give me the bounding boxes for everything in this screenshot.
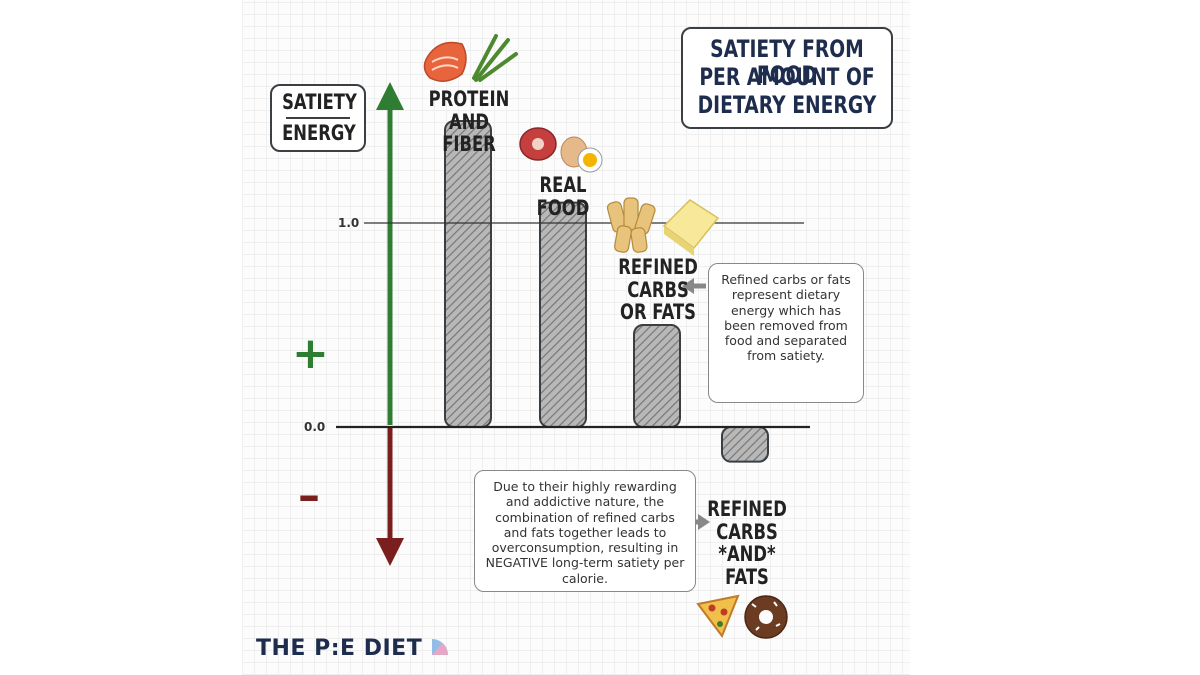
y-axis-label-numerator: SATIETY [282,90,357,114]
annotation-refined-carbs-or-fats: Refined carbs or fats represent dietary … [708,263,864,403]
category-label-real-food: REAL FOOD [520,174,606,219]
y-axis-label-denominator: ENERGY [282,121,356,145]
asparagus-icon [472,34,518,82]
category-label-line: CARBS [627,277,689,302]
pizza-icon [696,594,740,639]
bar-3 [721,426,769,463]
category-label-line: REFINED [707,497,787,521]
chart-title-line-2: PER AMOUNT OF [699,63,875,91]
positive-sign: + [292,328,329,379]
butter-icon [662,199,720,256]
negative-sign: – [298,470,320,521]
category-label-line: AND [449,109,489,134]
donut-icon [744,595,788,639]
chart-title-box: SATIETY FROM FOOD PER AMOUNT OF DIETARY … [681,27,893,129]
steak-icon [519,127,557,161]
brand-wedge-icon [432,639,449,655]
pasta-icon [606,197,656,253]
category-label-line: *AND* [718,542,776,567]
note-pointer-arrow-1 [682,278,706,294]
bar-2 [633,324,681,428]
chart-title-line-3: DIETARY ENERGY [697,91,877,119]
category-label-line: REFINED [618,255,698,279]
egg-icon [560,136,603,173]
category-label-refined-carbs-and-fats: REFINED CARBS *AND* FATS [698,498,796,589]
category-label-line: REAL [539,173,587,197]
category-label-line: FOOD [536,195,590,220]
category-label-line: FIBER [442,132,496,157]
y-axis-label-box: SATIETY ENERGY [270,84,366,152]
annotation-refined-carbs-and-fats: Due to their highly rewarding and addict… [474,470,696,592]
salmon-icon [423,41,467,82]
brand-text: THE P:E DIET [256,636,423,661]
category-label-protein-fiber: PROTEIN AND FIBER [426,88,512,156]
category-label-line: PROTEIN [428,87,510,111]
negative-arrowhead [376,538,404,566]
brand-logo: THE P:E DIET [256,636,456,661]
y-axis-label-divider [286,117,350,119]
note-pointer-arrow-2 [696,514,710,530]
positive-arrowhead [376,82,404,110]
category-label-refined-carbs-or-fats: REFINED CARBS OR FATS [611,256,705,324]
chart-title-line-1: SATIETY FROM FOOD [710,35,864,89]
y-tick-label-0: 0.0 [304,420,326,434]
bar-0 [444,120,492,428]
y-tick-label-1: 1.0 [338,216,360,230]
bar-1 [539,201,587,428]
category-label-line: OR FATS [620,300,696,325]
category-label-line: CARBS [716,519,778,544]
category-label-line: FATS [725,565,769,590]
